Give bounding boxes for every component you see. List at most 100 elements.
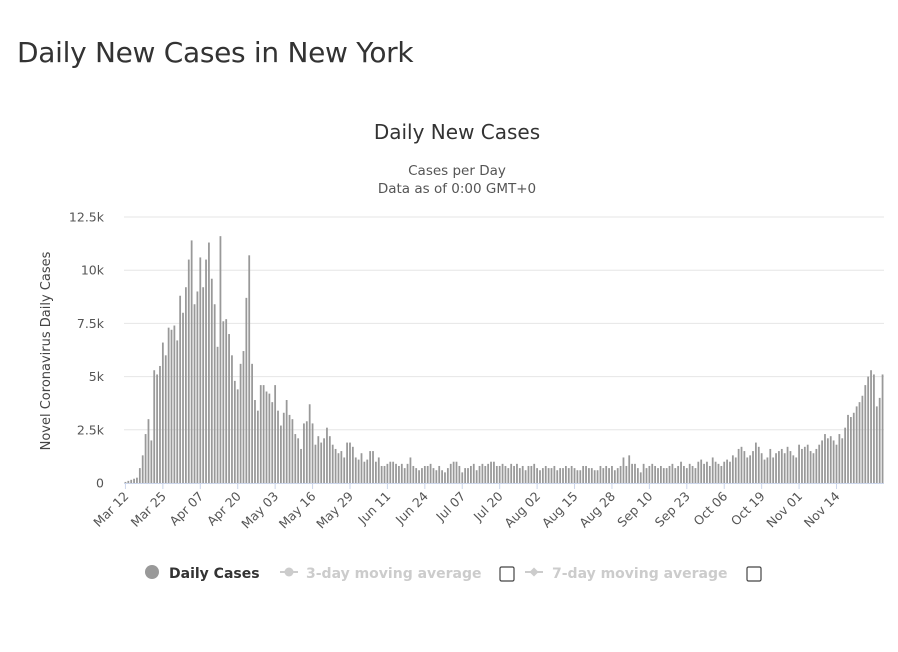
bar: [383, 465, 386, 483]
bar: [320, 442, 323, 483]
bar: [691, 465, 694, 483]
bar: [801, 448, 803, 483]
bar: [815, 448, 818, 483]
bar: [398, 465, 400, 483]
bar: [256, 410, 259, 483]
y-tick-label: 12.5k: [69, 210, 105, 225]
legend-item-daily-cases[interactable]: Daily Cases: [145, 565, 260, 582]
bar: [317, 436, 320, 483]
bar: [760, 453, 763, 483]
bar: [328, 436, 331, 483]
bar: [461, 472, 464, 483]
bar: [464, 468, 467, 483]
bar: [161, 342, 164, 483]
bar: [435, 470, 438, 483]
bar: [720, 465, 723, 483]
bar: [780, 448, 783, 483]
bar: [305, 421, 308, 483]
bar: [628, 455, 631, 483]
bar: [657, 468, 659, 483]
bar: [251, 363, 253, 483]
bar: [265, 391, 268, 483]
bar: [349, 442, 351, 483]
bar: [518, 468, 521, 483]
bar: [798, 444, 800, 483]
legend-item-3-day-moving-average[interactable]: 3-day moving average: [280, 566, 482, 582]
bar: [495, 465, 498, 483]
bar: [245, 297, 248, 483]
bar: [660, 465, 662, 483]
bar: [147, 419, 150, 483]
bar: [590, 468, 593, 483]
bar: [723, 461, 726, 483]
bar: [524, 470, 527, 483]
bar: [173, 325, 176, 483]
bar: [651, 463, 654, 483]
bar: [452, 461, 455, 483]
bar: [717, 463, 720, 483]
bar: [239, 363, 242, 483]
bar: [216, 346, 219, 483]
bar: [375, 461, 377, 483]
bar: [357, 459, 360, 483]
x-tick-label: May 16: [276, 488, 319, 531]
bar: [343, 457, 346, 483]
bar: [406, 463, 409, 483]
bar: [300, 448, 302, 483]
bar: [556, 470, 559, 483]
bar: [156, 374, 158, 483]
bar: [225, 319, 228, 483]
legend-item-7-day-moving-average[interactable]: 7-day moving average: [525, 566, 728, 582]
bar: [619, 465, 622, 483]
bar-series-daily-cases: [124, 236, 884, 483]
x-tick-label: Jul 20: [470, 488, 506, 524]
legend-marker-daily-cases: [145, 565, 159, 579]
bar: [824, 434, 826, 483]
bar: [133, 478, 135, 483]
chart-subtitle-line-2: Data as of 0:00 GMT+0: [378, 181, 536, 197]
bar: [423, 465, 426, 483]
bar: [199, 257, 202, 483]
bar: [297, 438, 300, 483]
bar: [714, 461, 717, 483]
x-tick-label: Sep 23: [652, 489, 693, 530]
bar: [639, 472, 642, 483]
bar: [688, 463, 691, 483]
bar: [288, 414, 291, 483]
checkbox-7-day-moving-average[interactable]: [746, 566, 762, 582]
y-tick-label: 2.5k: [77, 422, 105, 437]
bar: [683, 465, 685, 483]
bar: [593, 470, 596, 483]
x-tick-label: May 29: [313, 488, 356, 531]
y-tick-label: 10k: [81, 263, 105, 278]
bar: [731, 455, 734, 483]
checkbox-3-day-moving-average[interactable]: [499, 566, 515, 582]
bar: [585, 465, 587, 483]
bar: [504, 465, 507, 483]
bar: [372, 451, 374, 483]
bar: [127, 480, 130, 483]
bar: [467, 468, 469, 483]
bar: [213, 304, 216, 483]
x-tick-label: Mar 25: [128, 489, 169, 530]
bar: [521, 465, 524, 483]
bar: [582, 465, 585, 483]
legend-marker-7-day: [529, 567, 539, 577]
bar: [858, 402, 861, 483]
bar: [789, 451, 792, 483]
bar: [766, 457, 769, 483]
legend-marker-3-day: [284, 567, 294, 577]
bar: [282, 412, 285, 483]
x-tick-label: Aug 28: [576, 488, 618, 530]
x-tick-label: Oct 06: [690, 488, 730, 528]
bar: [236, 389, 239, 483]
x-tick-label: Sep 10: [614, 488, 655, 529]
bar: [231, 355, 233, 483]
bar: [870, 370, 872, 483]
bar: [510, 463, 513, 483]
bar: [472, 463, 475, 483]
bar: [743, 451, 746, 483]
bar: [752, 451, 754, 483]
x-tick-label: Nov 14: [801, 488, 843, 530]
